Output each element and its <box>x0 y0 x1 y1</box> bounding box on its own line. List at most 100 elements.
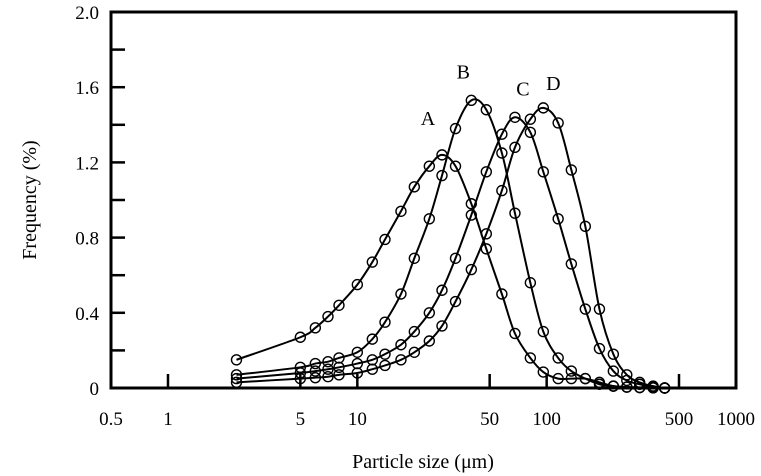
data-point-A <box>395 205 407 217</box>
data-point-C <box>480 166 493 178</box>
data-point-C <box>395 339 407 351</box>
y-tick-label: 0 <box>90 379 100 400</box>
data-point-B <box>230 369 243 381</box>
x-tick-label: 50 <box>480 409 499 430</box>
data-point-C <box>230 372 243 385</box>
data-point-A <box>465 198 478 210</box>
y-tick-label: 2.0 <box>75 3 99 24</box>
data-point-D <box>565 164 578 176</box>
series-line-A <box>236 153 665 389</box>
data-point-D <box>537 102 550 114</box>
data-point-A <box>524 352 537 364</box>
data-point-B <box>524 277 537 289</box>
data-point-D <box>449 295 462 308</box>
data-point-C <box>552 213 564 225</box>
data-point-C <box>465 209 478 221</box>
x-tick-label: 100 <box>532 409 561 430</box>
plot-frame <box>109 10 738 390</box>
x-tick-label: 500 <box>665 409 694 430</box>
data-point-D <box>366 363 379 375</box>
data-point-C <box>593 342 606 355</box>
data-point-C <box>509 111 521 123</box>
data-point-D <box>333 369 345 381</box>
data-point-B <box>552 352 564 364</box>
data-point-D <box>647 380 659 392</box>
y-tick-label: 1.2 <box>75 153 99 174</box>
data-point-C <box>579 303 592 315</box>
series-line-D <box>236 106 665 389</box>
data-point-A <box>294 331 307 343</box>
data-point-A <box>408 181 421 193</box>
data-point-B <box>607 380 620 392</box>
data-point-C <box>408 325 421 338</box>
data-point-A <box>366 256 379 268</box>
data-point-C <box>379 348 391 360</box>
data-point-C <box>322 363 334 375</box>
data-point-B <box>480 104 493 116</box>
curve-label-C: C <box>516 78 529 100</box>
data-point-D <box>496 184 508 197</box>
data-point-A <box>509 327 521 340</box>
data-point-C <box>607 365 620 377</box>
data-point-D <box>408 346 421 358</box>
data-point-B <box>449 122 462 135</box>
data-point-B <box>579 372 592 385</box>
data-point-D <box>593 303 606 315</box>
series-line-B <box>236 98 665 389</box>
x-tick-label: 0.5 <box>99 409 123 430</box>
curve-label-A: A <box>421 108 436 130</box>
data-point-C <box>537 166 550 178</box>
data-point-D <box>552 117 564 129</box>
y-tick-label: 0.8 <box>75 229 99 250</box>
data-point-B <box>395 288 407 300</box>
data-point-B <box>351 346 364 358</box>
data-point-B <box>537 325 550 338</box>
data-point-C <box>496 128 508 140</box>
x-tick-label: 1000 <box>717 409 755 430</box>
y-tick-label: 1.6 <box>75 78 99 99</box>
data-point-C <box>524 126 537 139</box>
data-point-A <box>449 160 462 172</box>
data-point-D <box>423 335 436 347</box>
data-point-A <box>565 372 578 385</box>
x-axis-title: Particle size (μm) <box>352 451 494 473</box>
data-point-C <box>436 284 448 296</box>
data-point-B <box>408 252 421 264</box>
data-point-A <box>322 310 334 323</box>
data-point-C <box>423 307 436 319</box>
x-tick-label: 10 <box>348 409 367 430</box>
data-point-D <box>480 228 493 240</box>
data-point-A <box>230 354 243 366</box>
data-point-A <box>309 322 322 334</box>
data-point-B <box>496 147 508 159</box>
data-point-B <box>322 355 334 368</box>
data-point-D <box>579 220 592 233</box>
data-point-A <box>333 299 345 311</box>
data-point-A <box>423 160 436 172</box>
data-point-D <box>621 369 633 381</box>
y-tick-label: 0.4 <box>75 304 99 325</box>
data-point-D <box>309 371 322 384</box>
data-point-C <box>309 365 322 377</box>
data-point-C <box>333 361 345 374</box>
data-point-A <box>351 278 364 291</box>
data-point-D <box>436 320 448 332</box>
data-point-B <box>436 169 448 182</box>
series-line-C <box>236 116 665 389</box>
data-point-B <box>366 333 379 345</box>
data-point-D <box>465 263 478 276</box>
data-point-B <box>379 316 391 328</box>
data-point-C <box>449 252 462 264</box>
data-point-A <box>537 366 550 378</box>
data-point-D <box>395 354 407 366</box>
data-point-B <box>565 365 578 377</box>
curve-label-D: D <box>546 73 560 95</box>
data-point-C <box>565 258 578 270</box>
data-point-A <box>379 233 391 246</box>
y-axis-title: Frequency (%) <box>19 140 41 259</box>
data-point-B <box>465 94 478 107</box>
data-point-D <box>322 371 334 383</box>
data-point-D <box>524 113 537 125</box>
data-point-A <box>496 288 508 300</box>
